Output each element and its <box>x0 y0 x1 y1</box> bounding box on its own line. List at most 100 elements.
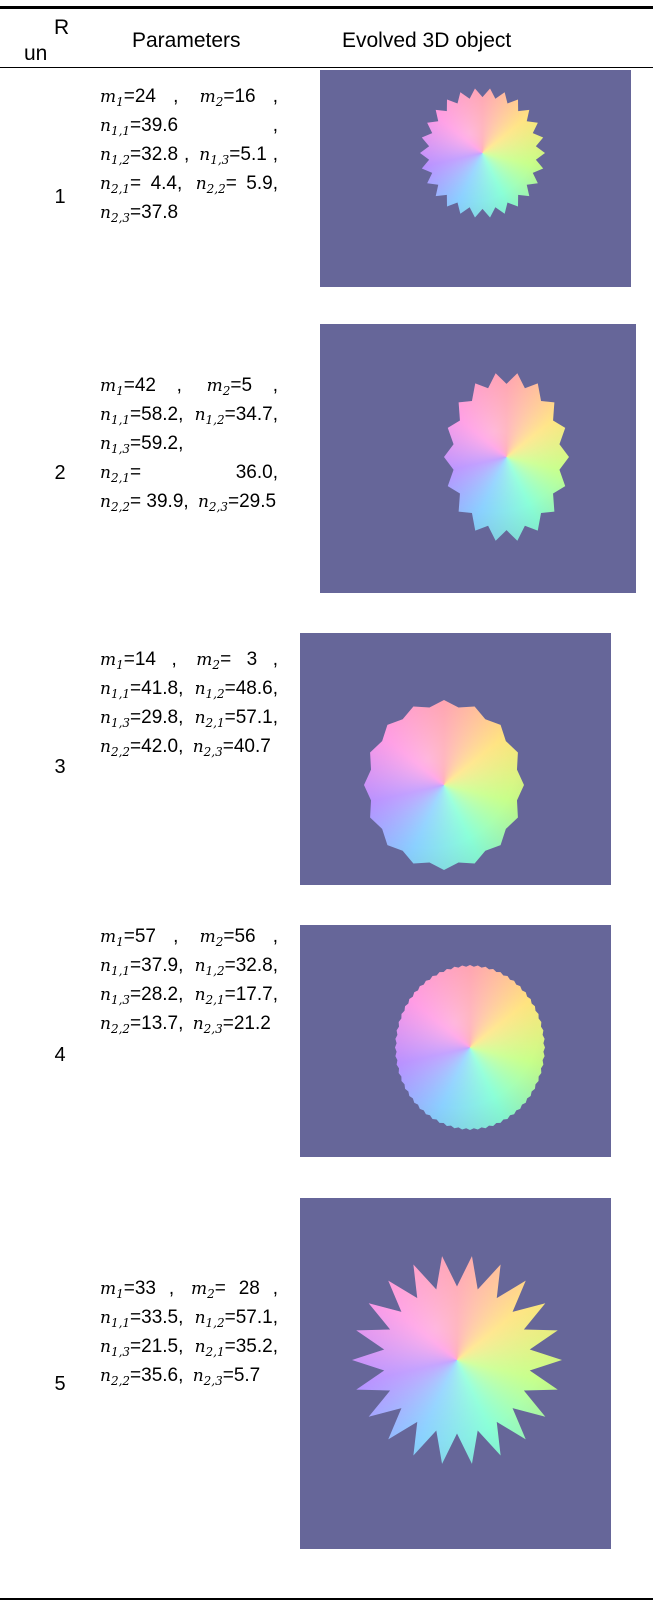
parameter-value: =28.2, <box>130 984 183 1005</box>
parameter-value: =37.9, <box>130 955 183 976</box>
parameter-value: =57.1, <box>225 707 278 728</box>
object-shape <box>364 700 524 870</box>
parameter-value: =24 , <box>124 86 179 107</box>
parameter-symbol: n <box>100 1014 111 1034</box>
parameter-value: =39.6 , <box>130 115 278 136</box>
parameter-subscript: 1,3 <box>111 442 130 456</box>
parameter: n2,1=17.7, <box>195 984 278 1005</box>
parameter-symbol: n <box>100 405 111 425</box>
parameter-subscript: 1,3 <box>210 153 229 167</box>
parameter-value: =33 , <box>124 1278 174 1299</box>
parameter: n2,3=21.2 <box>193 1013 271 1034</box>
parameter: n1,1=58.2, <box>100 404 183 425</box>
parameter-symbol: m <box>191 1279 207 1299</box>
parameter-subscript: 1,1 <box>111 964 130 978</box>
parameter: n1,3=29.8, <box>100 707 183 728</box>
parameter-value: =32.8 , <box>130 144 189 165</box>
parameter: n1,3=28.2, <box>100 984 183 1005</box>
parameter-subscript: 1,2 <box>206 964 225 978</box>
parameter-symbol: n <box>100 679 111 699</box>
parameter-value: =21.2 <box>223 1013 271 1034</box>
parameter: n1,2=48.6, <box>195 678 278 699</box>
parameter-value: = 36.0, <box>130 462 278 483</box>
run-number: 3 <box>50 756 70 779</box>
parameter: n2,2=42.0, <box>100 736 183 757</box>
parameter: n1,3=21.5, <box>100 1336 183 1357</box>
run-number: 5 <box>50 1373 70 1396</box>
parameter-value: =41.8, <box>130 678 183 699</box>
parameter-subscript: 2,3 <box>209 500 228 514</box>
parameter: m2=16 , <box>200 86 278 107</box>
parameter-value: =33.5, <box>130 1307 183 1328</box>
parameter-subscript: 1,2 <box>206 413 225 427</box>
parameter-subscript: 1 <box>116 658 124 672</box>
parameter-subscript: 2,1 <box>206 1345 225 1359</box>
parameter: n2,2=35.6, <box>100 1365 183 1386</box>
parameter-symbol: n <box>100 956 111 976</box>
parameter-symbol: n <box>193 1366 204 1386</box>
parameter-subscript: 1,1 <box>111 687 130 701</box>
parameter: n2,1= 4.4, <box>100 173 182 194</box>
parameter-subscript: 1,2 <box>206 687 225 701</box>
parameter: n1,1=33.5, <box>100 1307 183 1328</box>
parameter-symbol: n <box>100 434 111 454</box>
header-run-2: un <box>24 42 47 66</box>
parameter-value: =37.8 <box>130 202 178 223</box>
parameter: n2,1=35.2, <box>195 1336 278 1357</box>
parameter-subscript: 1 <box>116 1287 124 1301</box>
parameter-value: =5.7 <box>223 1365 261 1386</box>
parameter-subscript: 1,3 <box>111 716 130 730</box>
parameter: n1,2=57.1, <box>195 1307 278 1328</box>
parameter-subscript: 2,3 <box>204 1022 223 1036</box>
top-rule <box>0 6 653 9</box>
parameters: m1=24 , m2=16 , n1,1=39.6 , n1,2=32.8 , … <box>100 85 282 230</box>
parameter-subscript: 1,1 <box>111 124 130 138</box>
parameter-symbol: m <box>100 376 116 396</box>
parameter-symbol: n <box>195 956 206 976</box>
parameter-symbol: n <box>100 145 111 165</box>
parameter-value: =42.0, <box>130 736 183 757</box>
parameter-symbol: n <box>100 116 111 136</box>
parameter: m1=24 , <box>100 86 178 107</box>
parameter-value: =5 , <box>230 375 278 396</box>
parameter-symbol: n <box>100 1366 111 1386</box>
parameter-subscript: 1 <box>116 935 124 949</box>
parameter-value: = 28 , <box>215 1278 278 1299</box>
parameter: n1,2=32.8 , <box>100 144 189 165</box>
parameters: m1=14 , m2= 3 , n1,1=41.8, n1,2=48.6, n1… <box>100 648 282 764</box>
parameters: m1=57 , m2=56 , n1,1=37.9, n1,2=32.8, n1… <box>100 925 282 1041</box>
parameters: m1=42 , m2=5 , n1,1=58.2, n1,2=34.7, n1,… <box>100 374 282 519</box>
parameter: n1,1=41.8, <box>100 678 183 699</box>
parameter: m1=33 , <box>100 1278 174 1299</box>
parameter-symbol: n <box>100 1337 111 1357</box>
parameters: m1=33 , m2= 28 , n1,1=33.5, n1,2=57.1, n… <box>100 1277 282 1393</box>
parameter-value: =35.6, <box>130 1365 183 1386</box>
parameter-symbol: m <box>200 927 216 947</box>
parameter-symbol: n <box>195 405 206 425</box>
header-run-1: R <box>54 16 69 40</box>
parameter-symbol: m <box>196 650 212 670</box>
parameter: n2,2= 39.9, <box>100 491 189 512</box>
parameter: n2,3=40.7 <box>193 736 271 757</box>
parameter-symbol: n <box>100 708 111 728</box>
parameter: n2,1=57.1, <box>195 707 278 728</box>
parameter: m2=5 , <box>207 375 278 396</box>
parameter: m2= 28 , <box>191 1278 278 1299</box>
parameter-symbol: n <box>100 203 111 223</box>
parameter-value: =57 , <box>124 926 179 947</box>
parameter-value: =5.1 , <box>229 144 278 165</box>
parameter-symbol: n <box>100 1308 111 1328</box>
parameter-subscript: 2,2 <box>111 1374 130 1388</box>
parameter: n2,3=5.7 <box>193 1365 261 1386</box>
parameter-value: = 5.9, <box>226 173 278 194</box>
parameter-symbol: m <box>100 87 116 107</box>
parameter-symbol: m <box>207 376 223 396</box>
parameter: n2,2=13.7, <box>100 1013 183 1034</box>
parameter-symbol: n <box>195 708 206 728</box>
run-number: 2 <box>50 462 70 485</box>
parameter-subscript: 1,2 <box>206 1316 225 1330</box>
parameter-value: =16 , <box>223 86 278 107</box>
parameter: n1,1=39.6 , <box>100 115 278 136</box>
parameter-symbol: n <box>193 1014 204 1034</box>
parameter-value: = 4.4, <box>130 173 182 194</box>
